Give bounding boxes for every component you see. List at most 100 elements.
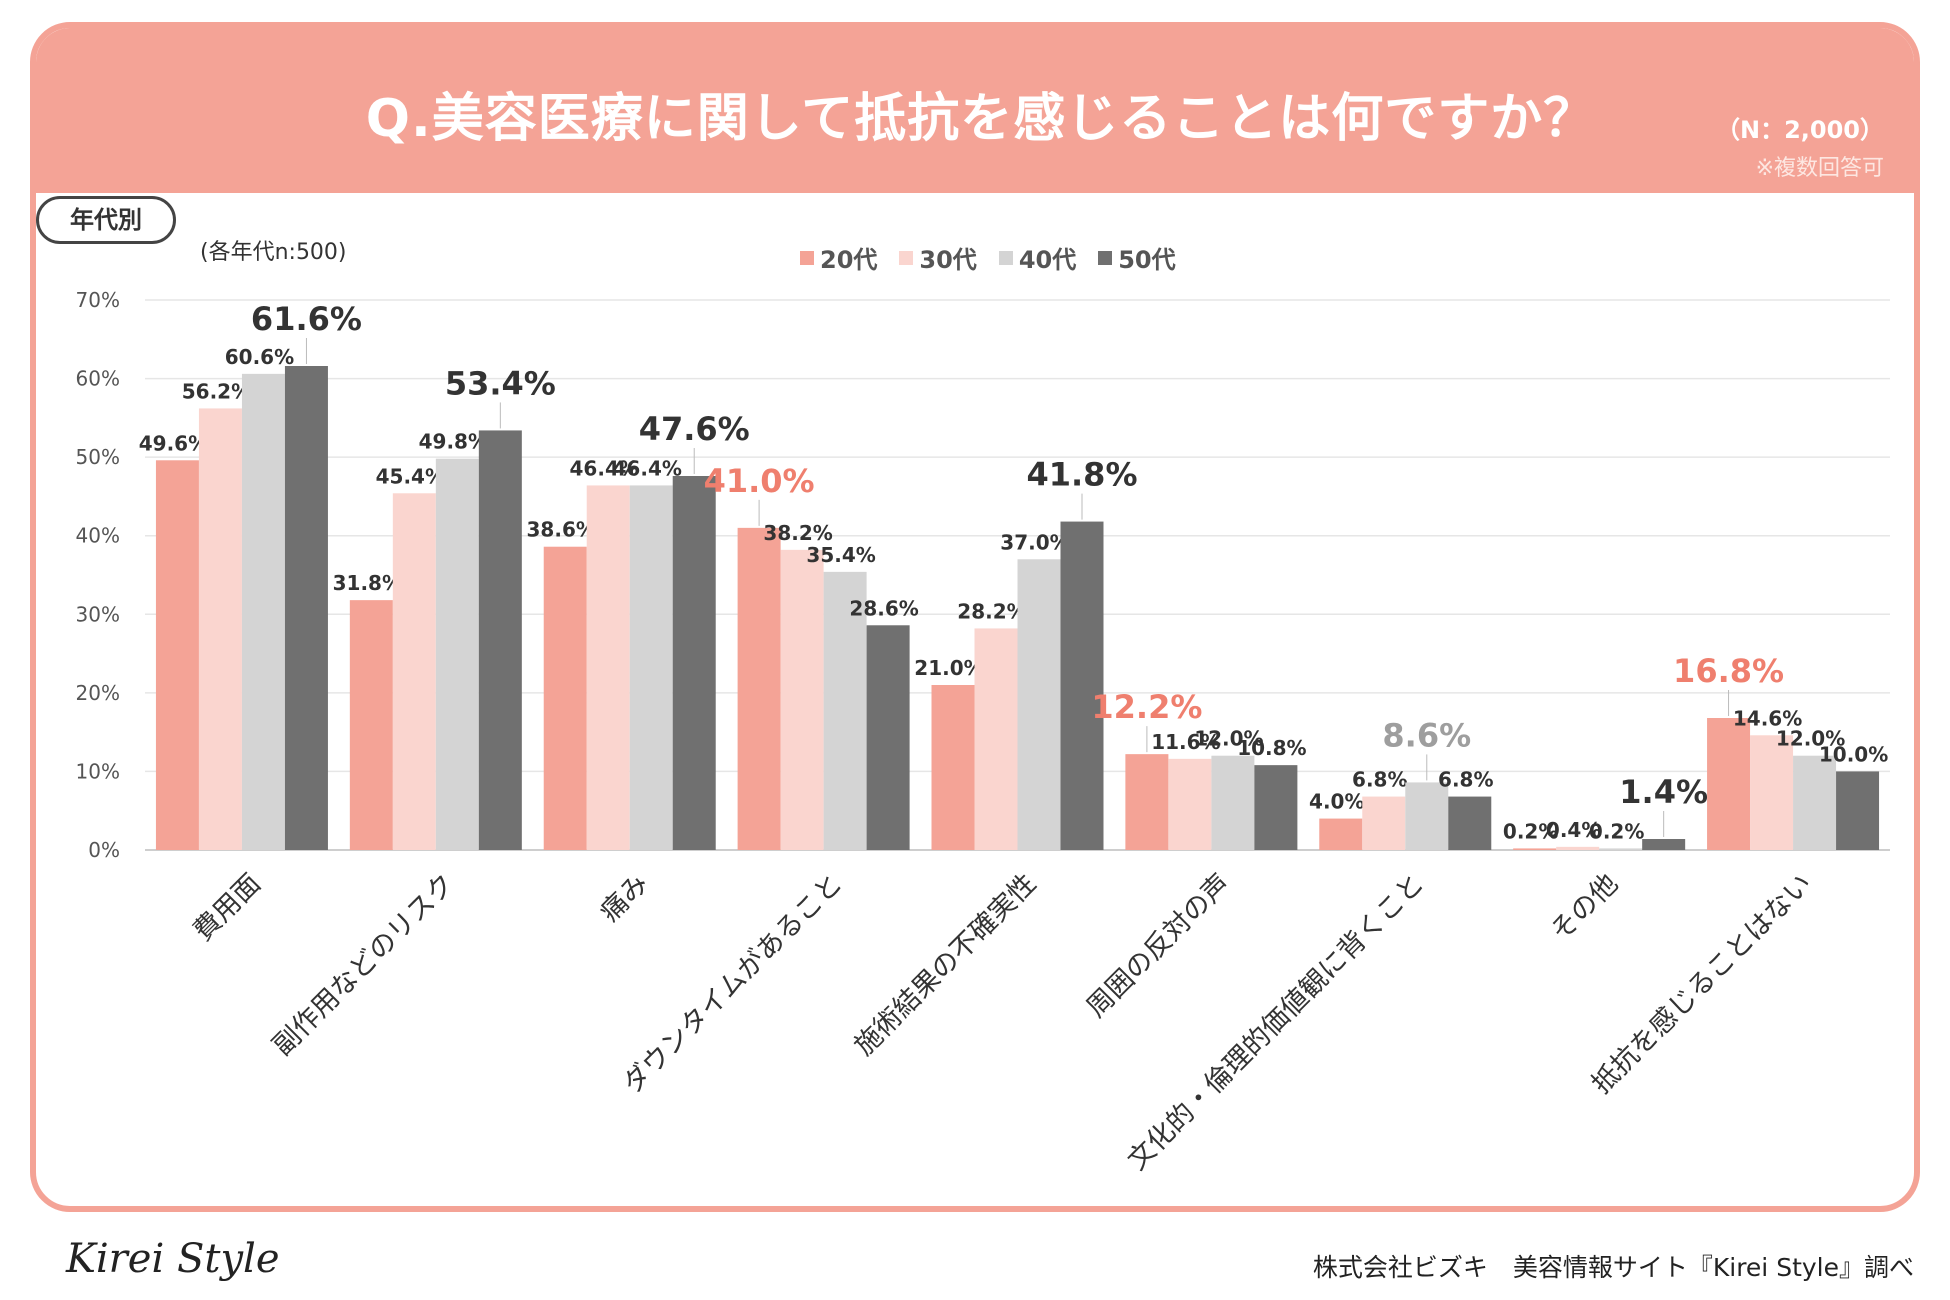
data-label: 49.8% [419,430,488,454]
y-tick-label: 60% [76,367,120,391]
bar [392,493,436,850]
data-label: 10.8% [1237,736,1306,760]
data-label: 10.0% [1819,742,1888,766]
bar [1168,758,1212,850]
y-tick-label: 70% [76,288,120,312]
data-label: 1.4% [1619,773,1708,811]
data-label: 45.4% [376,464,445,488]
legend-label-20s: 20代 [820,246,878,274]
bar [1362,796,1406,850]
category-label: 施術結果の不確実性 [849,868,1043,1062]
kirei-style-logo: Kirei Style [66,1236,280,1282]
data-label: 28.2% [957,599,1026,623]
category-label: ダウンタイムがあること [617,868,849,1100]
legend-label-50s: 50代 [1118,246,1176,274]
bar [1750,735,1794,850]
age-group-tag: 年代別 [36,196,176,244]
bar [1642,839,1686,850]
bar [1556,846,1600,850]
chart-card: Q.美容医療に関して抵抗を感じることは何ですか？ （N：2,000） ※複数回答… [30,22,1920,1212]
bar [543,546,587,850]
data-label: 41.0% [704,462,815,500]
data-label: 31.8% [333,571,402,595]
category-label: 痛み [595,868,655,928]
bar [780,549,824,850]
data-label: 21.0% [914,656,983,680]
bar [629,485,673,850]
y-tick-label: 0% [88,838,120,862]
source-credit: 株式会社ビズキ 美容情報サイト『Kirei Style』調べ [1312,1253,1914,1282]
data-label: 53.4% [445,364,556,402]
header-banner: Q.美容医療に関して抵抗を感じることは何ですか？ （N：2,000） ※複数回答… [36,28,1914,193]
data-label: 0.2% [1589,819,1644,843]
data-label: 8.6% [1382,716,1471,754]
data-label: 38.6% [527,518,596,542]
data-label: 47.6% [639,410,750,448]
data-label: 49.6% [139,431,208,455]
bar [1599,848,1643,850]
data-label: 14.6% [1733,706,1802,730]
legend-swatch-30s [899,250,914,265]
data-label: 28.6% [849,596,918,620]
bar [931,685,975,850]
legend-swatch-20s [800,250,814,265]
data-label: 37.0% [1000,530,1069,554]
bar [284,366,328,850]
bar [1405,782,1449,850]
data-label: 12.0% [1194,727,1263,751]
bar [1513,848,1557,850]
legend-item-40s: 40代 [998,240,1077,275]
bar [1793,755,1837,850]
bar [1211,755,1255,850]
bar [1125,754,1169,850]
bar [155,460,199,850]
data-label: 56.2% [182,379,251,403]
bar [672,476,716,850]
category-label: 費用面 [188,868,267,947]
y-tick-label: 30% [76,602,120,626]
data-label: 6.8% [1352,768,1407,792]
bar [1254,765,1298,850]
data-label: 46.4% [570,456,639,480]
data-label: 12.2% [1091,688,1202,726]
multiple-answers-note: ※複数回答可 [1755,156,1884,181]
sample-size: （N：2,000） [1716,116,1884,144]
category-label: 抵抗を感じることはない [1586,868,1818,1100]
legend-label-40s: 40代 [1018,246,1077,274]
bar [1707,718,1751,850]
data-label: 0.2% [1503,819,1558,843]
data-label: 4.0% [1309,790,1364,814]
y-tick-label: 10% [76,759,120,783]
bar [1836,771,1880,850]
bar [974,628,1018,850]
bar [1319,818,1363,850]
bar [198,408,242,850]
legend-label-30s: 30代 [919,246,977,274]
bar [866,625,910,850]
legend-swatch-50s [1098,250,1113,265]
chart-title: Q.美容医療に関して抵抗を感じることは何ですか？ [365,89,1597,149]
data-label: 12.0% [1776,727,1845,751]
bar [737,527,781,850]
data-label: 0.4% [1546,818,1601,842]
bar [823,571,867,850]
category-label: 周囲の反対の声 [1081,868,1237,1024]
category-label: 副作用などのリスク [267,868,461,1062]
y-tick-label: 40% [76,524,120,548]
legend-swatch-40s [998,250,1013,265]
bar [1448,796,1492,850]
data-label: 38.2% [763,521,832,545]
bar [241,373,285,850]
data-label: 16.8% [1673,652,1784,690]
y-tick-label: 50% [76,445,120,469]
bar [478,430,522,850]
bar [1060,521,1104,850]
legend-item-20s: 20代 [800,240,877,275]
y-tick-label: 20% [76,681,120,705]
data-label: 11.6% [1151,730,1220,754]
data-label: 46.4% [613,456,682,480]
data-label: 61.6% [251,300,362,338]
legend: 20代 30代 40代 50代 [800,240,1176,275]
per-age-sample-note: (各年代n:500) [200,240,347,265]
